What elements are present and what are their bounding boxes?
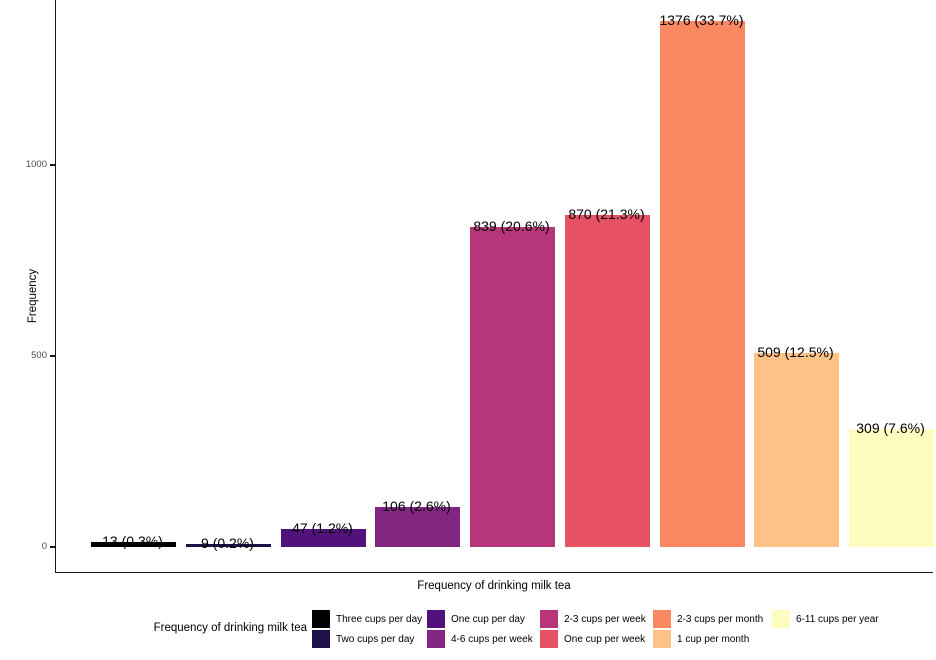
bar-value-label-4-6-cups-per-week: 106 (2.6%): [382, 498, 451, 514]
legend-item-4-6-cups-per-week: 4-6 cups per week: [427, 630, 533, 648]
plot-panel: [55, 0, 934, 573]
legend-item-label: 2-3 cups per month: [677, 613, 764, 625]
legend-swatch-icon: [312, 610, 330, 628]
legend-item-one-cup-per-day: One cup per day: [427, 610, 533, 628]
legend-item-6-11-cups-per-year: 6-11 cups per year: [772, 610, 879, 628]
bar-2-3-cups-per-month: [660, 21, 745, 547]
bar-value-label-2-3-cups-per-week: 839 (20.6%): [473, 218, 550, 234]
bar-value-label-one-cup-per-day: 47 (1.2%): [292, 520, 353, 536]
legend-column-4: 2-3 cups per month 1 cup per month: [653, 610, 763, 650]
y-tick-mark-0: [50, 546, 55, 548]
bar-4-6-cups-per-week: [375, 507, 460, 547]
legend-title: Frequency of drinking milk tea: [153, 622, 307, 634]
bar-one-cup-per-week: [565, 215, 650, 547]
bar-three-cups-per-day: [91, 542, 176, 547]
y-tick-mark-1000: [50, 164, 55, 166]
legend-column-3: 2-3 cups per week One cup per week: [540, 610, 646, 650]
bar-value-label-two-cups-per-day: 9 (0.2%): [201, 535, 254, 551]
legend-item-label: One cup per day: [451, 613, 525, 625]
legend-swatch-icon: [312, 630, 330, 648]
legend-item-label: 1 cup per month: [677, 633, 750, 645]
y-tick-label-500: 500: [31, 350, 47, 361]
legend-item-two-cups-per-day: Two cups per day: [312, 630, 422, 648]
legend-swatch-icon: [653, 630, 671, 648]
legend-item-label: Two cups per day: [336, 633, 415, 645]
legend-item-label: 6-11 cups per year: [796, 613, 879, 625]
legend-item-label: 2-3 cups per week: [564, 613, 646, 625]
y-tick-label-0: 0: [41, 541, 47, 552]
legend-column-5: 6-11 cups per year: [772, 610, 879, 630]
legend-item-three-cups-per-day: Three cups per day: [312, 610, 422, 628]
y-axis-title: Frequency: [27, 268, 40, 324]
bar-value-label-2-3-cups-per-month: 1376 (33.7%): [659, 12, 744, 28]
bar-value-label-one-cup-per-week: 870 (21.3%): [568, 206, 645, 222]
legend-item-one-cup-per-week: One cup per week: [540, 630, 646, 648]
legend-swatch-icon: [540, 610, 558, 628]
legend-column-1: Three cups per day Two cups per day: [312, 610, 422, 650]
legend-item-2-3-cups-per-week: 2-3 cups per week: [540, 610, 646, 628]
legend-item-1-cup-per-month: 1 cup per month: [653, 630, 763, 648]
legend-swatch-icon: [427, 610, 445, 628]
legend-item-label: 4-6 cups per week: [451, 633, 533, 645]
legend-item-label: Three cups per day: [336, 613, 423, 625]
legend: Frequency of drinking milk tea Three cup…: [0, 608, 936, 654]
y-tick-mark-500: [50, 355, 55, 357]
y-tick-label-1000: 1000: [25, 159, 47, 170]
bar-value-label-three-cups-per-day: 13 (0.3%): [102, 533, 163, 549]
bar-value-label-6-11-cups-per-year: 309 (7.6%): [856, 420, 925, 436]
legend-column-2: One cup per day 4-6 cups per week: [427, 610, 533, 650]
legend-item-2-3-cups-per-month: 2-3 cups per month: [653, 610, 763, 628]
x-axis-title: Frequency of drinking milk tea: [417, 580, 571, 592]
legend-swatch-icon: [540, 630, 558, 648]
legend-swatch-icon: [653, 610, 671, 628]
bar-one-cup-per-day: [281, 529, 366, 547]
legend-swatch-icon: [772, 610, 790, 628]
legend-swatch-icon: [427, 630, 445, 648]
bar-value-label-1-cup-per-month: 509 (12.5%): [757, 344, 834, 360]
bar-6-11-cups-per-year: [849, 429, 934, 547]
bar-1-cup-per-month: [754, 353, 839, 547]
bar-2-3-cups-per-week: [470, 227, 555, 547]
legend-item-label: One cup per week: [564, 633, 646, 645]
bar-two-cups-per-day: [186, 544, 271, 547]
